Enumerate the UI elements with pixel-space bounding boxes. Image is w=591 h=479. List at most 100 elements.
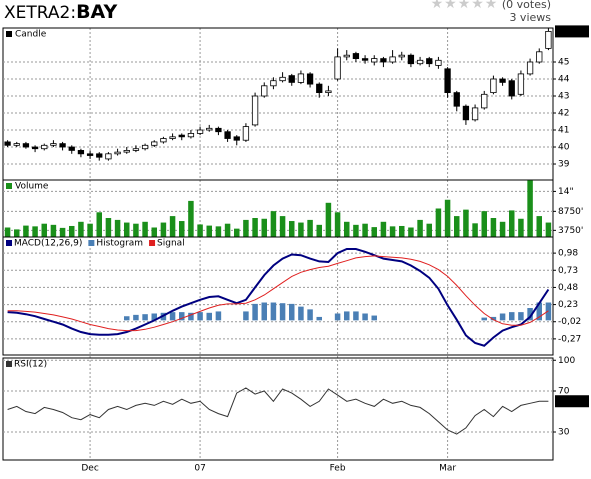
histogram-bar <box>371 315 377 321</box>
histogram-bar <box>243 311 249 321</box>
histogram-bar <box>197 312 203 321</box>
candle-body <box>224 131 231 139</box>
candle-body <box>151 141 158 146</box>
candle-body <box>508 80 515 97</box>
y-tick-label: 44 <box>558 75 570 85</box>
candle-body <box>96 153 103 158</box>
volume-bar <box>4 227 11 237</box>
x-tick-label: 07 <box>194 464 205 474</box>
volume-bar <box>234 228 240 237</box>
candle-body <box>31 146 39 150</box>
candle-body <box>352 53 360 60</box>
panel-title: Candle <box>15 30 47 40</box>
last-value-label: 60,02 <box>557 397 583 407</box>
legend-swatch <box>88 240 95 246</box>
candle-body <box>536 51 543 63</box>
candle-body <box>279 76 286 82</box>
candle-body <box>86 153 94 156</box>
volume-bar <box>307 219 313 237</box>
volume-bar <box>270 211 277 237</box>
histogram-bar <box>179 312 185 321</box>
volume-bar <box>41 223 47 237</box>
y-tick-label: 43 <box>558 92 569 102</box>
legend-swatch <box>6 240 12 246</box>
y-tick-label: -0,02 <box>558 317 581 327</box>
y-tick-label: 8750' <box>558 207 583 217</box>
rating-stars[interactable]: ★★★★★ <box>430 0 499 12</box>
last-value-label: 46,8 <box>557 27 577 37</box>
volume-bar <box>32 226 38 237</box>
candle-body <box>334 56 341 80</box>
volume-bar <box>325 202 332 237</box>
volume-bar <box>334 212 341 237</box>
candle-body <box>481 93 488 109</box>
legend-label: RSI(12) <box>14 360 47 370</box>
volume-bar <box>142 221 148 237</box>
histogram-bar <box>545 302 552 321</box>
histogram-bar <box>215 311 222 321</box>
volume-bar <box>261 218 267 237</box>
candle-body <box>13 143 20 146</box>
panel-frame <box>2 357 554 461</box>
volume-bar <box>353 224 359 237</box>
candle-body <box>77 150 85 155</box>
candle-body <box>444 68 451 94</box>
y-tick-label: 42 <box>558 109 569 119</box>
candle-body <box>453 92 460 107</box>
volume-bar <box>169 216 176 237</box>
candle-body <box>114 151 121 155</box>
candle-body <box>105 153 112 160</box>
volume-bar <box>160 222 167 237</box>
histogram-bar <box>509 312 515 321</box>
volume-bar <box>69 225 75 237</box>
candle-body <box>545 31 552 49</box>
candle-body <box>297 73 305 83</box>
y-tick-label: 45 <box>558 58 569 68</box>
candle-body <box>4 141 11 146</box>
histogram-bar <box>279 303 286 321</box>
candle-body <box>316 83 323 94</box>
symbol-prefix: XETRA2: <box>4 3 77 23</box>
views: 3 views <box>509 11 551 24</box>
volume-bar <box>435 208 442 237</box>
rating: ★★★★★ (0 votes) 3 views <box>431 0 551 24</box>
candle-body <box>187 133 195 138</box>
votes: (0 votes) <box>501 0 551 11</box>
histogram-bar <box>362 313 368 321</box>
volume-bar <box>463 209 469 237</box>
histogram-bar <box>142 314 148 321</box>
volume-bar <box>78 221 84 237</box>
candle-body <box>206 127 213 131</box>
last-value-box <box>555 25 589 38</box>
volume-bar <box>14 229 20 237</box>
candle-body <box>261 85 268 97</box>
x-tick-label: Feb <box>330 464 346 474</box>
legend-label: Signal <box>157 239 185 249</box>
histogram-bar <box>334 313 341 321</box>
volume-bar <box>380 221 387 237</box>
histogram-bar <box>124 316 130 321</box>
volume-bar <box>87 223 93 237</box>
volume-bar <box>59 227 66 237</box>
volume-bar <box>408 227 414 237</box>
candle-body <box>471 107 479 121</box>
volume-bar <box>23 225 29 237</box>
volume-bar <box>252 218 258 237</box>
histogram-bar <box>188 312 194 321</box>
volume-bar <box>536 216 542 237</box>
x-tick-label: Mar <box>439 464 456 474</box>
volume-bar <box>316 224 322 237</box>
histogram-bar <box>252 303 258 321</box>
volume-bar <box>224 223 231 237</box>
volume-bar <box>151 227 157 237</box>
histogram-bar <box>490 316 497 321</box>
volume-bar <box>499 221 506 237</box>
candle-body <box>407 54 415 65</box>
legend-label: Histogram <box>96 239 143 249</box>
volume-bar <box>472 223 478 237</box>
volume-bar <box>279 216 286 237</box>
y-tick-label: 0,48 <box>558 283 578 293</box>
histogram-bar <box>298 306 304 321</box>
series-line <box>7 248 550 347</box>
